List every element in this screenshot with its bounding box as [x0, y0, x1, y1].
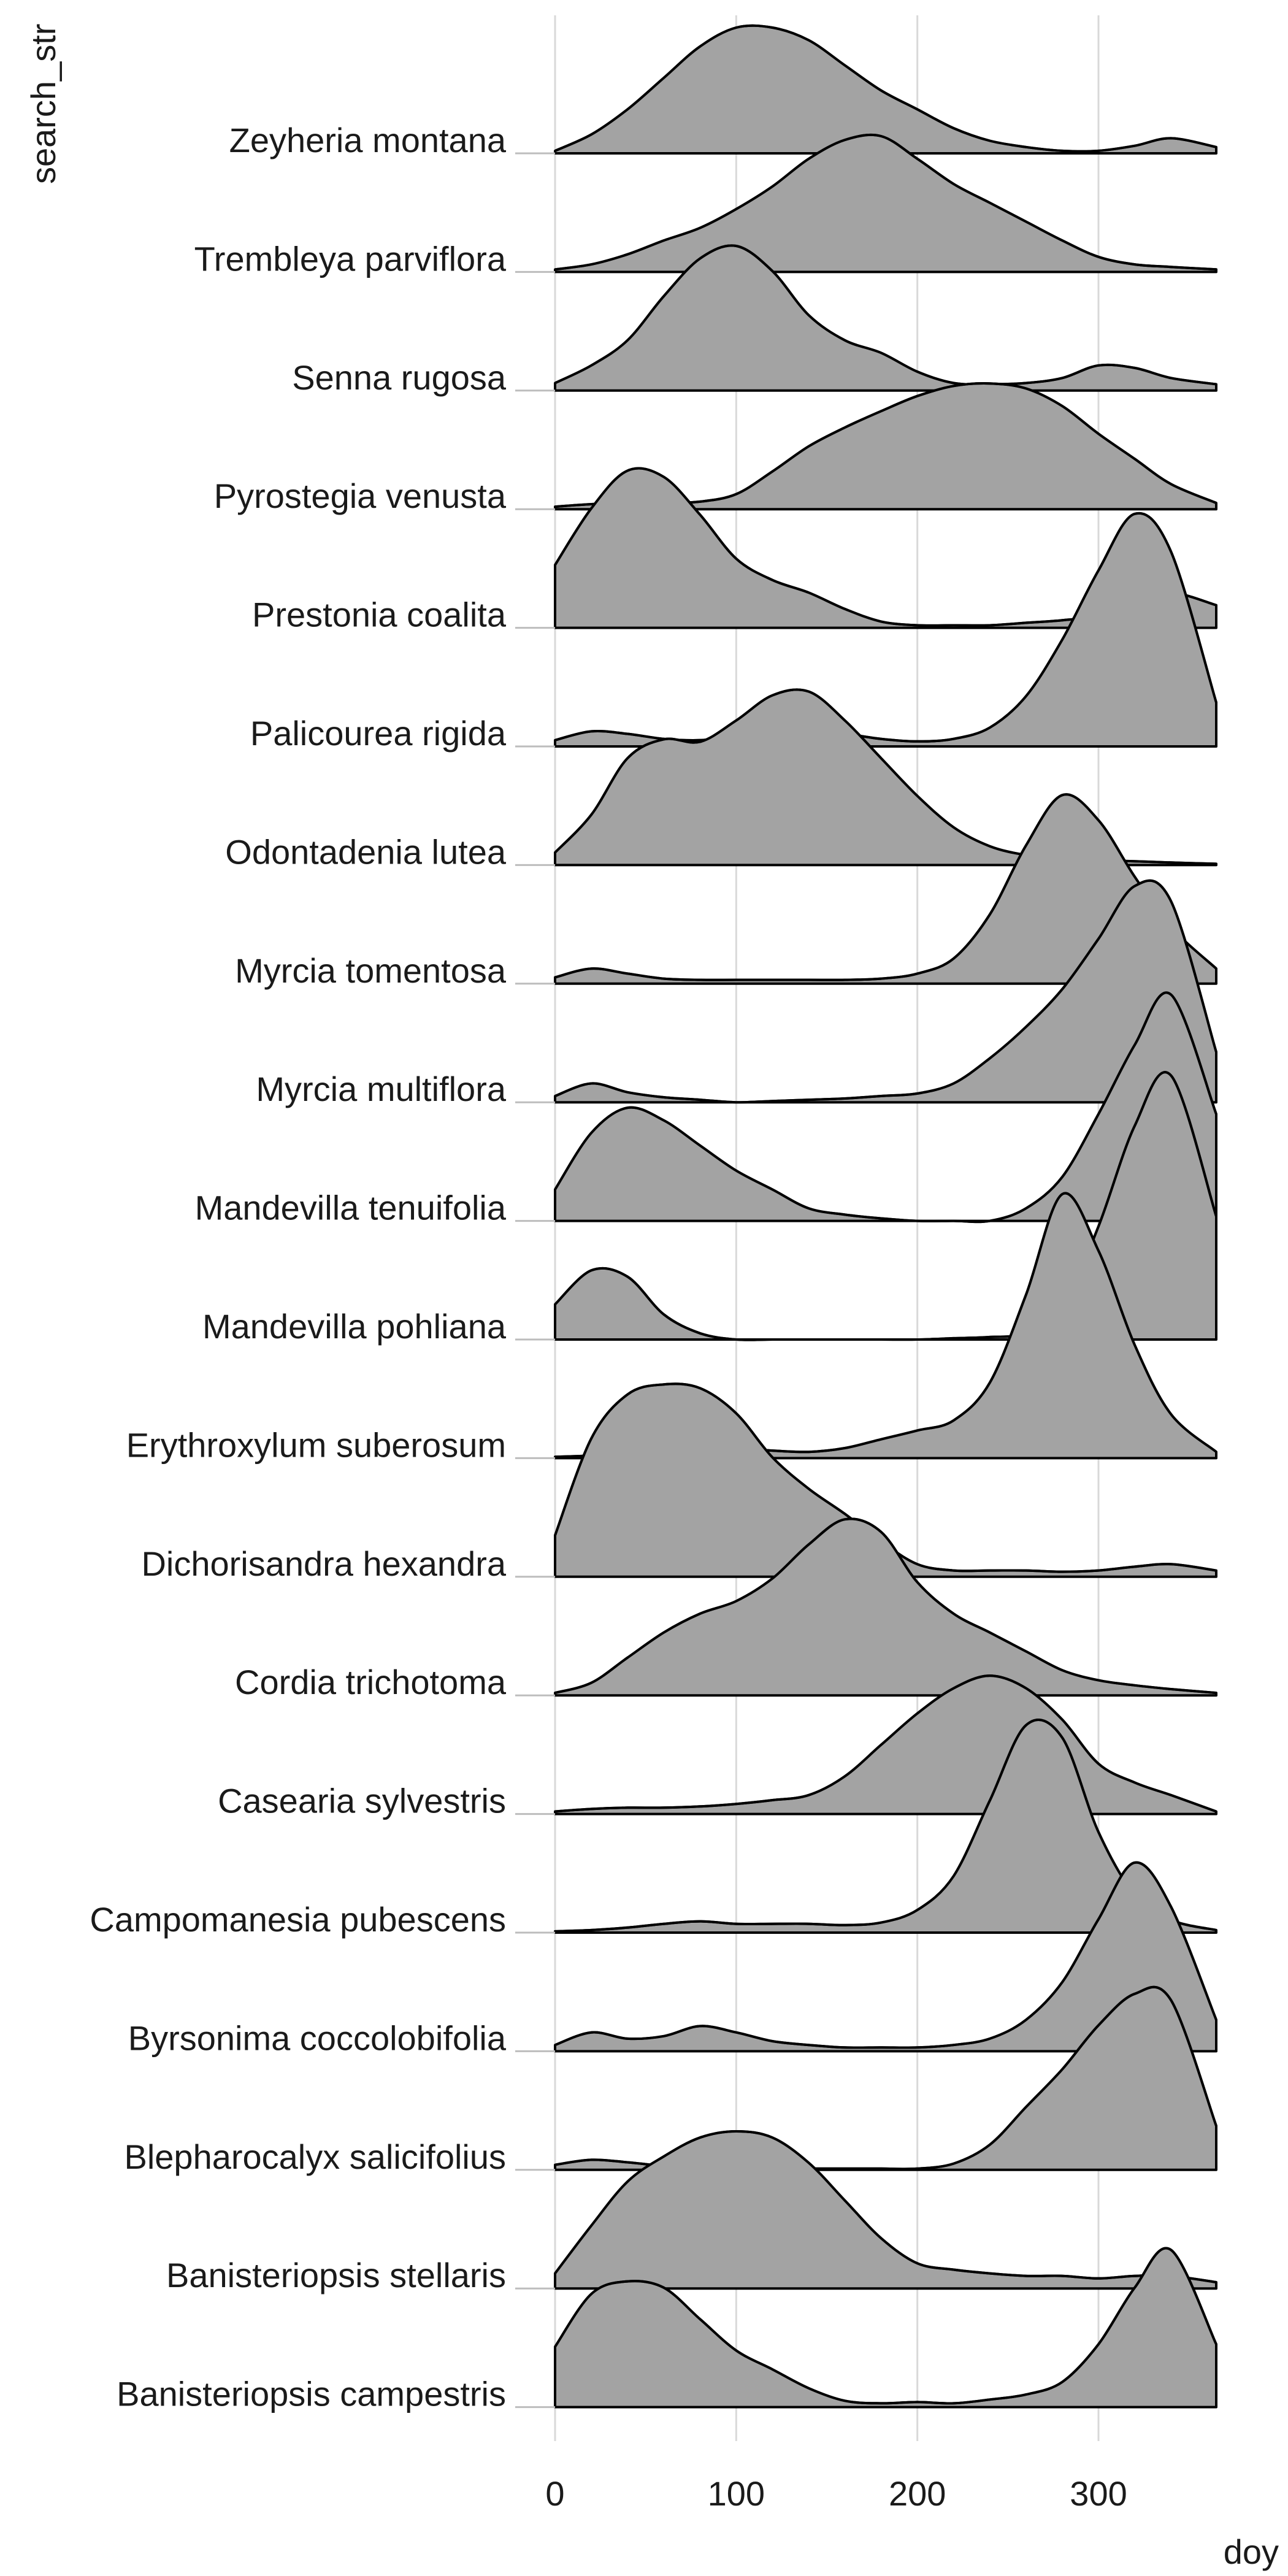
ridge-line-mandevilla-tenuifolia	[554, 991, 1217, 1224]
ridge-line-mandevilla-pohliana	[554, 1071, 1217, 1341]
y-tick-label-cordia-trichotoma: Cordia trichotoma	[235, 1663, 507, 1701]
ridge-line-banisteriopsis-stellaris	[554, 2129, 1217, 2283]
y-tick-label-myrcia-tomentosa: Myrcia tomentosa	[235, 951, 507, 990]
axis-layer: 0 100 200 300	[515, 152, 1127, 2513]
y-axis-title: search_str	[24, 24, 63, 184]
y-tick-label-zeyheria-montana: Zeyheria montana	[229, 121, 507, 159]
y-tick-label-mandevilla-pohliana: Mandevilla pohliana	[202, 1307, 507, 1346]
ridge-area-blepharocalyx-salicifolius	[554, 1985, 1217, 2171]
ridge-line-trembleya-parviflora	[554, 133, 1217, 271]
y-tick-label-odontadenia-lutea: Odontadenia lutea	[225, 832, 507, 871]
y-tick-label-erythroxylum-suberosum: Erythroxylum suberosum	[126, 1425, 506, 1464]
y-tick-label-banisteriopsis-campestris: Banisteriopsis campestris	[117, 2375, 506, 2413]
x-tick-label-300: 300	[1070, 2474, 1127, 2513]
y-tick-label-blepharocalyx-salicifolius: Blepharocalyx salicifolius	[124, 2137, 506, 2176]
y-tick-label-trembleya-parviflora: Trembleya parviflora	[194, 239, 507, 278]
ridge-line-cordia-trichotoma	[554, 1517, 1217, 1695]
ridge-line-myrcia-multiflora	[554, 879, 1217, 1104]
ridge-area-myrcia-multiflora	[554, 879, 1217, 1104]
ridge-area-zeyheria-montana	[554, 24, 1217, 155]
x-tick-label-100: 100	[708, 2474, 765, 2513]
y-tick-label-campomanesia-pubescens: Campomanesia pubescens	[90, 1900, 506, 1939]
ridge-line-banisteriopsis-campestris	[554, 2247, 1217, 2405]
x-axis-title: doy	[1224, 2532, 1279, 2571]
ridge-line-senna-rugosa	[554, 244, 1217, 386]
y-tick-label-senna-rugosa: Senna rugosa	[292, 358, 507, 397]
ridge-line-myrcia-tomentosa	[554, 793, 1217, 981]
ridge-line-casearia-sylvestris	[554, 1674, 1217, 1813]
y-tick-label-casearia-sylvestris: Casearia sylvestris	[218, 1782, 506, 1820]
y-tick-label-pyrostegia-venusta: Pyrostegia venusta	[214, 477, 507, 515]
ridge-line-byrsonima-coccolobifolia	[554, 1861, 1217, 2049]
y-tick-label-prestonia-coalita: Prestonia coalita	[252, 596, 507, 634]
y-tick-label-dichorisandra-hexandra: Dichorisandra hexandra	[141, 1544, 506, 1583]
ridge-layer	[554, 24, 1217, 2409]
label-layer: Zeyheria montana Trembleya parviflora Senn…	[90, 121, 506, 2413]
y-tick-label-mandevilla-tenuifolia: Mandevilla tenuifolia	[195, 1189, 507, 1227]
ridge-area-trembleya-parviflora	[554, 133, 1217, 274]
x-tick-label-0: 0	[545, 2474, 564, 2513]
y-tick-label-byrsonima-coccolobifolia: Byrsonima coccolobifolia	[128, 2018, 507, 2057]
y-tick-label-myrcia-multiflora: Myrcia multiflora	[256, 1070, 506, 1108]
x-tick-label-200: 200	[889, 2474, 946, 2513]
ridge-line-campomanesia-pubescens	[554, 1719, 1217, 1933]
y-tick-label-palicourea-rigida: Palicourea rigida	[250, 714, 507, 753]
ridge-line-zeyheria-montana	[554, 24, 1217, 153]
y-tick-label-banisteriopsis-stellaris: Banisteriopsis stellaris	[166, 2256, 506, 2294]
